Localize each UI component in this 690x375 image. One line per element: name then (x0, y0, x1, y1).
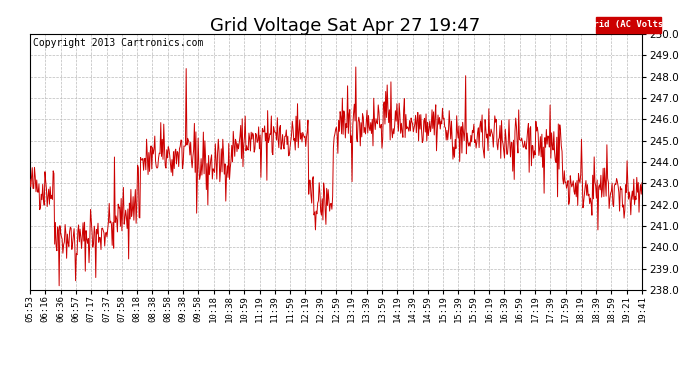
Text: Copyright 2013 Cartronics.com: Copyright 2013 Cartronics.com (33, 38, 204, 48)
Text: Grid Voltage Sat Apr 27 19:47: Grid Voltage Sat Apr 27 19:47 (210, 17, 480, 35)
Text: Grid (AC Volts): Grid (AC Volts) (588, 21, 669, 30)
